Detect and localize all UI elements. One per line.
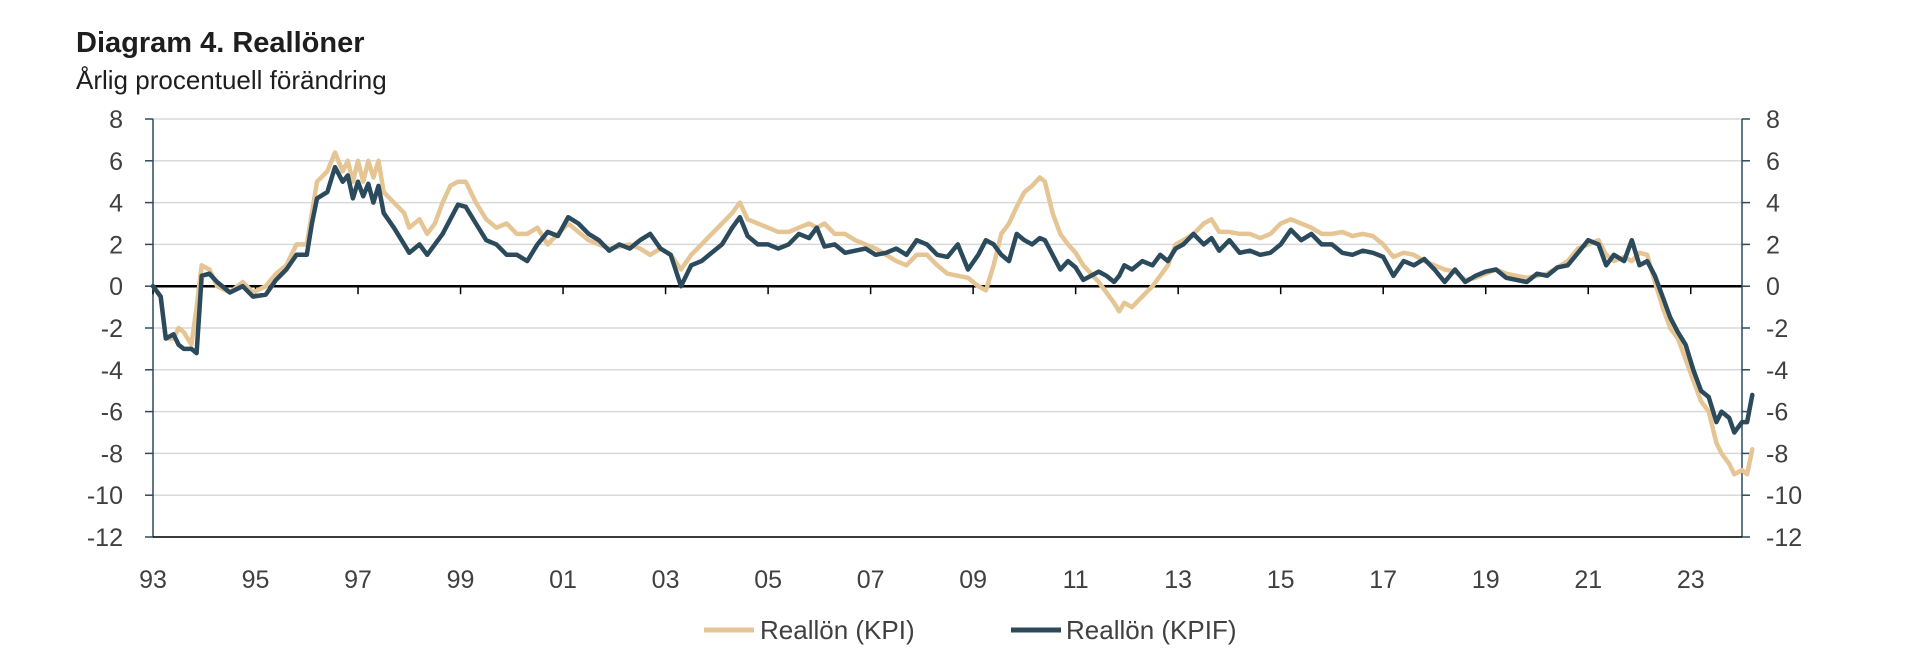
x-tick-label: 17: [1369, 566, 1397, 594]
x-tick-label: 09: [959, 566, 987, 594]
right-y-tick-label: 2: [1766, 231, 1780, 259]
series-lines: [150, 150, 1755, 477]
left-y-tick-label: 6: [109, 148, 123, 176]
right-y-tick-label: -4: [1766, 357, 1788, 385]
x-axis-tick-labels: 93 95 97 99 01 03 05 07 09 11 13 15 17 19 21 23: [139, 566, 1705, 594]
gridlines: [153, 118, 1742, 538]
x-tick-label: 19: [1472, 566, 1500, 594]
left-y-axis-tick-labels: 8 6 4 2 0 -2 -4 -6 -8 -10 -12: [87, 106, 123, 552]
x-tick-label: 99: [447, 566, 475, 594]
legend-label-kpi: Reallön (KPI): [760, 615, 915, 645]
x-tick-label: 95: [242, 566, 270, 594]
x-tick-label: 93: [139, 566, 167, 594]
left-y-tick-label: 2: [109, 231, 123, 259]
right-y-tick-label: 0: [1766, 273, 1780, 301]
x-tick-label: 03: [652, 566, 680, 594]
right-y-tick-label: -6: [1766, 399, 1788, 427]
x-tick-label: 21: [1574, 566, 1602, 594]
right-y-tick-label: 4: [1766, 190, 1780, 218]
right-y-axis-tick-labels: 8 6 4 2 0 -2 -4 -6 -8 -10 -12: [1766, 106, 1802, 552]
x-tick-label: 05: [754, 566, 782, 594]
left-y-tick-label: -8: [101, 440, 123, 468]
x-tick-label: 97: [344, 566, 372, 594]
right-y-tick-label: 8: [1766, 106, 1780, 134]
left-y-tick-label: -2: [101, 315, 123, 343]
right-y-tick-label: -2: [1766, 315, 1788, 343]
axes: [145, 118, 1750, 538]
right-y-tick-label: 6: [1766, 148, 1780, 176]
right-y-tick-label: -10: [1766, 482, 1802, 510]
right-y-tick-label: -8: [1766, 440, 1788, 468]
x-tick-label: 13: [1164, 566, 1192, 594]
x-tick-label: 15: [1267, 566, 1295, 594]
series-line-kpif: [150, 164, 1755, 435]
left-y-tick-label: 4: [109, 190, 123, 218]
left-y-tick-label: -6: [101, 399, 123, 427]
right-y-tick-label: -12: [1766, 524, 1802, 552]
legend-label-kpif: Reallön (KPIF): [1066, 615, 1237, 645]
x-tick-label: 07: [857, 566, 885, 594]
x-tick-label: 01: [549, 566, 577, 594]
left-y-tick-label: -4: [101, 357, 123, 385]
legend: Reallön (KPI) Reallön (KPIF): [704, 615, 1237, 645]
left-y-tick-label: -10: [87, 482, 123, 510]
x-tick-label: 23: [1677, 566, 1705, 594]
x-tick-label: 11: [1063, 566, 1089, 594]
series-line-kpi: [150, 150, 1755, 477]
left-y-tick-label: 8: [109, 106, 123, 134]
left-y-tick-label: 0: [109, 273, 123, 301]
left-y-tick-label: -12: [87, 524, 123, 552]
chart-title: Diagram 4. Reallöner: [76, 27, 365, 59]
chart-subtitle: Årlig procentuell förändring: [76, 65, 387, 95]
